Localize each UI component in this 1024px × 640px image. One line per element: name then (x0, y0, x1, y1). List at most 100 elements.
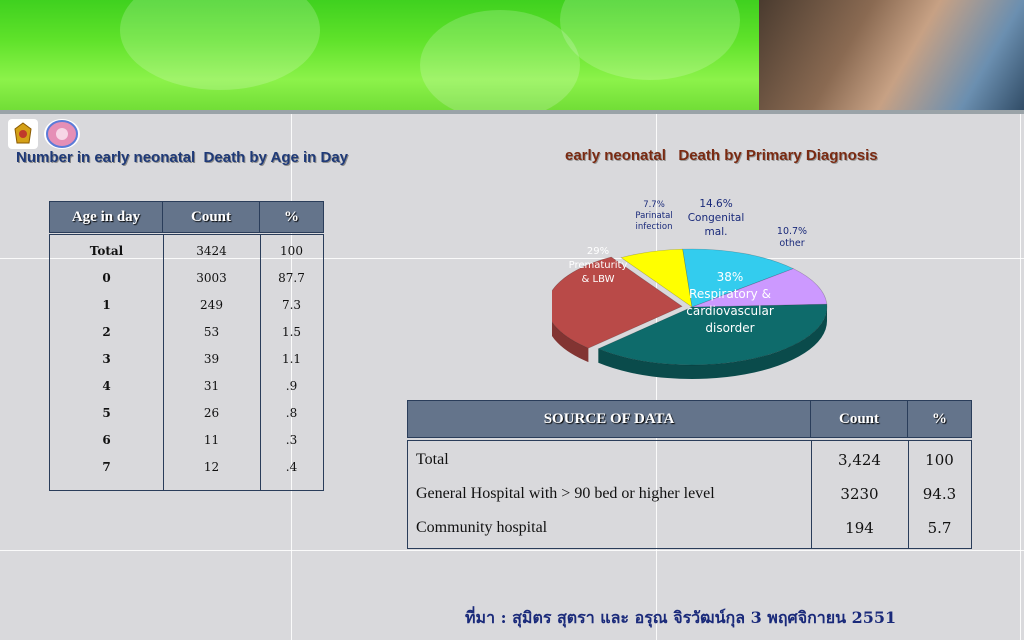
grid-line (291, 114, 292, 640)
table-row: 7 12 .4 (50, 453, 323, 480)
pie-slice (552, 256, 683, 349)
pie-label-other: 10.7% other (777, 226, 807, 249)
organization-logo (44, 119, 80, 149)
percent-cell: 1.5 (281, 324, 302, 339)
pie-label-line: 38% (717, 270, 744, 284)
percent-cell: 94.3 (922, 485, 957, 503)
pie-slice-side (598, 307, 827, 379)
table-divider (908, 441, 909, 548)
age-cell: 4 (102, 378, 111, 393)
age-table: Total 3424 100 0 3003 87.7 1 249 7.3 2 5… (49, 234, 324, 491)
ministry-logo (8, 119, 38, 149)
age-table-header: Age in day Count % (49, 201, 324, 233)
percent-cell: .9 (285, 378, 298, 393)
pie-label-line: 10.7% (777, 226, 807, 237)
pie-label-respiratory: 38% Respiratory & cardiovascular disorde… (686, 270, 774, 335)
pie-label-line: 7.7% (643, 200, 665, 210)
pie-slices (552, 248, 828, 379)
pie-label-line: 14.6% (699, 198, 732, 210)
pie-slice (682, 248, 795, 308)
count-cell: 53 (203, 324, 220, 339)
age-cell: 2 (102, 324, 111, 339)
table-row: Total 3424 100 (50, 237, 323, 264)
grid-line (1020, 114, 1021, 640)
pie-slice (620, 248, 693, 308)
pie-label-line: 29% (587, 246, 609, 257)
hands-photo (759, 0, 1024, 114)
header-count: Count (163, 202, 260, 232)
age-cell: Total (89, 243, 124, 258)
pie-label-line: Prematurity (569, 260, 628, 271)
source-table-header: SOURCE OF DATA Count % (407, 400, 972, 438)
count-cell: 3230 (840, 485, 879, 503)
age-cell: 6 (102, 432, 111, 447)
table-divider (811, 441, 812, 548)
diagnosis-chart-title: early neonatal Death by Primary Diagnosi… (565, 147, 878, 164)
pie-label-line: cardiovascular (686, 304, 774, 318)
source-cell: General Hospital with > 90 bed or higher… (416, 485, 715, 502)
age-chart-title: Number in early neonatal Death by Age in… (16, 149, 349, 166)
table-row: 1 249 7.3 (50, 291, 323, 318)
pie-label-prematurity: 29% Prematurity & LBW (569, 246, 628, 285)
pie-label-line: infection (636, 222, 673, 232)
source-table-body: Total 3,424 100 General Hospital with > … (407, 440, 972, 549)
table-row: 2 53 1.5 (50, 318, 323, 345)
age-cell: 5 (102, 405, 111, 420)
table-divider (163, 235, 164, 490)
pie-slice (597, 303, 828, 366)
pie-slice (691, 268, 828, 308)
count-cell: 31 (203, 378, 220, 393)
pie-label-line: other (779, 238, 804, 249)
percent-cell: 7.3 (281, 297, 302, 312)
count-cell: 12 (203, 459, 220, 474)
header-percent: % (260, 202, 323, 232)
count-cell: 249 (200, 297, 223, 312)
count-cell: 26 (203, 405, 220, 420)
grid-line (0, 550, 1024, 551)
pie-label-line: Respiratory & (689, 287, 771, 301)
pie-label-congenital: 14.6% Congenital mal. (688, 198, 745, 238)
table-row: 0 3003 87.7 (50, 264, 323, 291)
count-cell: 11 (203, 432, 220, 447)
count-cell: 3,424 (838, 451, 881, 469)
header-banner (0, 0, 1024, 114)
percent-cell: 100 (925, 451, 954, 469)
pie-label-line: disorder (705, 321, 754, 335)
percent-cell: .3 (285, 432, 298, 447)
header-source-of-data: SOURCE OF DATA (408, 401, 811, 437)
header-count: Count (811, 401, 908, 437)
age-cell: 0 (102, 270, 111, 285)
count-cell: 3424 (196, 243, 227, 258)
table-row: General Hospital with > 90 bed or higher… (408, 477, 971, 511)
percent-cell: 87.7 (278, 270, 305, 285)
pie-label-line: & LBW (582, 274, 615, 285)
count-cell: 194 (845, 519, 874, 537)
count-cell: 39 (203, 351, 220, 366)
source-cell: Community hospital (416, 519, 548, 536)
percent-cell: .4 (285, 459, 298, 474)
age-cell: 1 (102, 297, 111, 312)
percent-cell: 5.7 (927, 519, 952, 537)
pie-label-line: Parinatal (635, 211, 672, 221)
percent-cell: .8 (285, 405, 298, 420)
pie-label-parinatal: 7.7% Parinatal infection (635, 200, 672, 232)
count-cell: 3003 (196, 270, 227, 285)
header-age-in-day: Age in day (50, 202, 163, 232)
table-row: Community hospital 194 5.7 (408, 511, 971, 545)
header-percent: % (908, 401, 971, 437)
age-cell: 3 (102, 351, 111, 366)
decorative-shape (560, 0, 740, 80)
banner-divider (0, 110, 1024, 114)
decorative-shape (120, 0, 320, 90)
grid-line (0, 258, 1024, 259)
pie-label-line: Congenital (688, 212, 745, 224)
table-divider (260, 235, 261, 490)
percent-cell: 1.1 (281, 351, 302, 366)
source-cell: Total (416, 451, 449, 468)
table-row: Total 3,424 100 (408, 443, 971, 477)
source-table: SOURCE OF DATA Count % Total 3,424 100 G… (407, 400, 972, 549)
table-row: 5 26 .8 (50, 399, 323, 426)
age-cell: 7 (102, 459, 111, 474)
source-citation: ที่มา : สุมิตร สุตรา และ อรุณ จิรวัฒน์กุ… (465, 608, 897, 627)
table-row: 4 31 .9 (50, 372, 323, 399)
